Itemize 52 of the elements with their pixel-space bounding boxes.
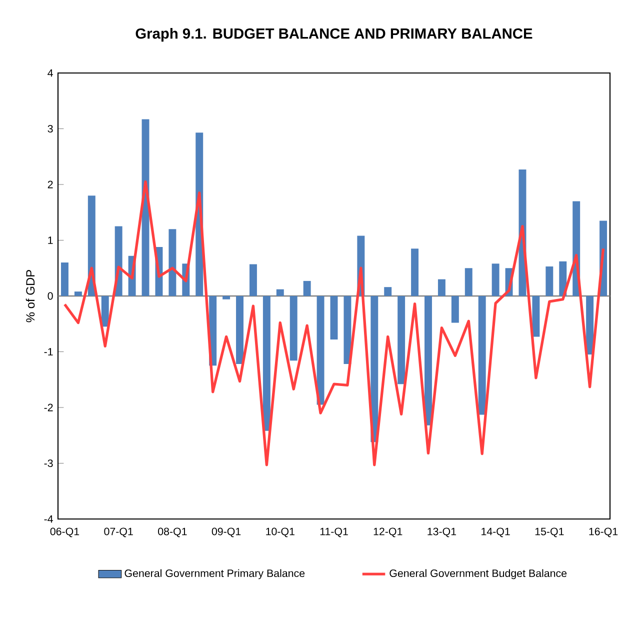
- bar: [586, 296, 594, 355]
- bar: [546, 266, 554, 296]
- bar: [249, 264, 257, 296]
- y-tick-label: 4: [48, 69, 53, 77]
- x-tick-label: 16-Q1: [589, 528, 618, 538]
- bar: [316, 296, 324, 405]
- legend-label: General Government Primary Balance: [124, 569, 305, 580]
- x-tick-label: 13-Q1: [428, 528, 456, 538]
- bar: [61, 262, 68, 296]
- y-tick-label: 2: [48, 180, 53, 188]
- bar: [464, 268, 472, 296]
- y-tick-label: 1: [48, 236, 53, 244]
- y-tick-label: -4: [44, 515, 53, 523]
- y-tick-label: 3: [48, 124, 53, 133]
- bar: [222, 296, 230, 300]
- x-tick-label: 09-Q1: [212, 528, 241, 538]
- bar: [236, 296, 244, 364]
- bar: [559, 261, 567, 296]
- x-tick-label: 15-Q1: [535, 528, 564, 538]
- bar: [398, 296, 406, 384]
- y-tick-label: -3: [44, 459, 53, 468]
- bar: [384, 287, 392, 296]
- bar: [492, 264, 500, 296]
- bar: [344, 296, 352, 364]
- bar: [101, 296, 109, 327]
- bar: [74, 292, 82, 296]
- x-tick-label: 08-Q1: [158, 528, 187, 538]
- line-series: [63, 180, 605, 466]
- bar: [262, 296, 270, 431]
- chart-title: Graph 9.1. BUDGET BALANCE AND PRIMARY BALANCE: [136, 28, 532, 42]
- bar: [290, 296, 298, 361]
- x-tick-label: 07-Q1: [104, 528, 133, 538]
- bar: [411, 248, 419, 296]
- x-tick-label: 06-Q1: [50, 528, 80, 538]
- x-tick-label: 11-Q1: [320, 528, 348, 538]
- bar: [330, 296, 338, 340]
- bar: [424, 296, 432, 426]
- x-tick-label: 12-Q1: [374, 528, 402, 538]
- bar: [276, 289, 284, 296]
- bar: [478, 296, 486, 415]
- x-tick-label: 10-Q1: [266, 528, 294, 538]
- legend-label: General Government Budget Balance: [390, 569, 567, 580]
- bar: [168, 229, 176, 296]
- y-tick-label: -2: [44, 404, 53, 412]
- bar: [451, 296, 459, 323]
- x-tick-label: 14-Q1: [482, 528, 510, 538]
- y-tick-label: -1: [44, 348, 53, 356]
- y-tick-label: 0: [48, 292, 53, 300]
- y-axis-title: % of GDP: [26, 270, 35, 322]
- bar: [303, 280, 311, 296]
- bar: [532, 296, 540, 337]
- bar: [438, 279, 446, 296]
